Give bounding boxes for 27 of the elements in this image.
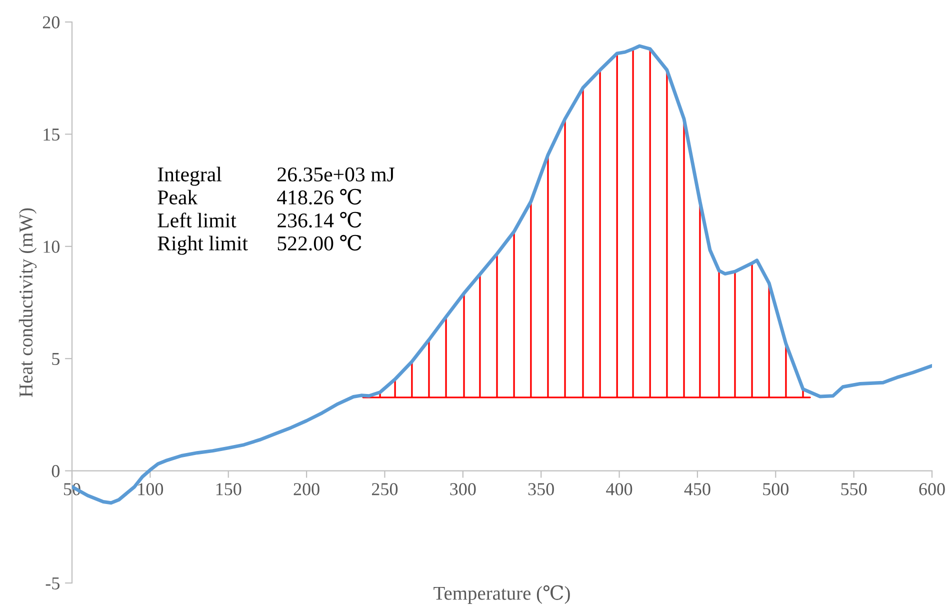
y-tick-label: 15 — [44, 128, 60, 141]
annotation: 26.35e+03 mJ — [278, 167, 394, 182]
y-tick-label: 20 — [42, 16, 60, 28]
x-tick-label: 200 — [294, 483, 320, 496]
x-tick-label: 600 — [919, 483, 945, 496]
annotation: 236.14 ℃ — [278, 212, 362, 228]
y-tick-label: 0 — [52, 465, 60, 478]
x-tick-label: 350 — [528, 483, 554, 496]
annotation: 418.26 ℃ — [277, 188, 362, 205]
annotation: Left limit — [158, 212, 236, 228]
y-axis-title: Heat conductivity (mW) — [18, 208, 37, 397]
x-tick-label: 400 — [606, 483, 632, 496]
y-tick-label: 5 — [52, 353, 60, 366]
x-tick-label: 100 — [138, 483, 164, 496]
x-tick-label: 150 — [216, 483, 242, 496]
x-tick-label: 300 — [450, 483, 476, 496]
x-tick-label: 550 — [841, 483, 867, 496]
y-tick-label: -5 — [46, 577, 60, 590]
annotation: 522.00 ℃ — [278, 234, 362, 251]
x-axis-title: Temperature (℃) — [434, 585, 570, 604]
annotation: Right limit — [158, 236, 248, 255]
x-tick-label: 250 — [372, 483, 398, 496]
y-tick-label: 10 — [44, 240, 60, 253]
annotation: Integral — [158, 166, 222, 186]
annotation: Peak — [158, 190, 198, 204]
x-tick-label: 500 — [763, 483, 788, 496]
x-tick-label: 450 — [684, 483, 710, 496]
